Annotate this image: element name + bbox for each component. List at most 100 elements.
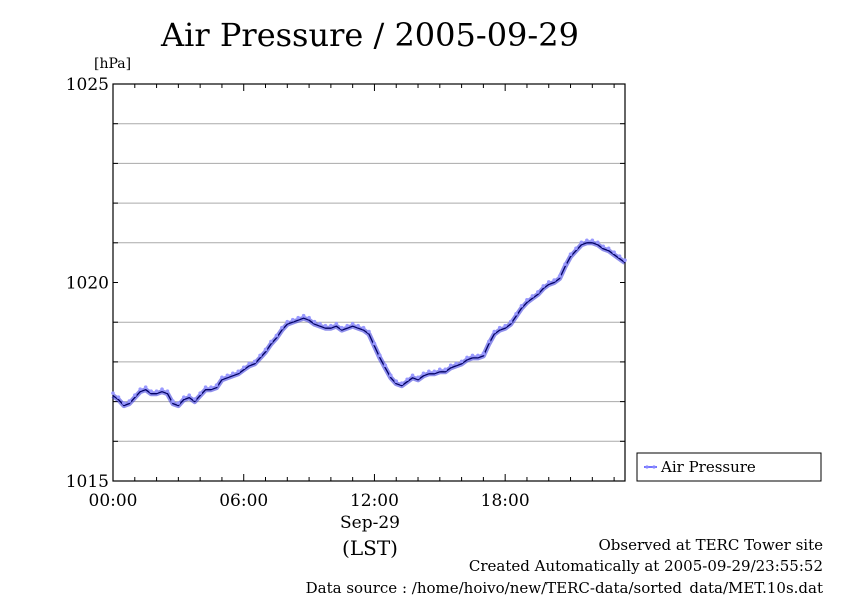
data-point [176,401,181,405]
data-point [541,284,546,288]
data-point [623,258,627,262]
footer-created: Created Automatically at 2005-09-29/23:5… [469,557,823,575]
data-point [285,319,290,324]
data-point [476,353,480,358]
data-point [410,373,415,378]
data-point [568,252,573,256]
data-point [574,246,578,251]
data-point [258,353,262,358]
data-point [356,323,360,328]
data-point [585,238,589,243]
data-point [432,369,437,374]
data-point [143,385,148,389]
data-point [470,353,475,358]
x-axis-timezone-label: (LST) [342,536,398,560]
legend-box [636,452,822,482]
x-axis-date-label: Sep-29 [340,513,400,533]
data-point [503,323,507,328]
data-point [383,363,388,368]
y-tick-label: 1025 [66,75,109,95]
x-tick-label: 12:00 [350,491,399,511]
legend-marker [652,465,656,469]
data-point [487,339,491,344]
data-point [443,367,448,372]
data-point [448,363,453,368]
data-point [334,321,339,326]
data-point [165,389,170,393]
data-point [557,274,562,278]
data-point [530,294,535,298]
data-point [247,361,251,366]
data-point [182,395,186,399]
data-point [372,341,377,346]
axis-ticks [112,83,625,482]
data-point [606,246,611,251]
x-tick-labels: 00:00 06:00 12:00 18:00 [89,491,530,511]
data-point [160,387,164,391]
data-point [116,395,121,399]
series-line [112,242,626,407]
data-point [154,389,159,393]
data-point [595,240,600,245]
data-point [465,355,469,360]
data-point [378,353,382,358]
data-point [497,325,502,330]
data-point [225,373,230,378]
data-point [280,325,284,330]
y-tick-label: 1015 [66,472,109,492]
series-band [111,240,627,409]
data-point [192,397,197,401]
data-point [399,381,404,386]
data-point [405,377,409,382]
data-point [601,244,606,249]
data-point [138,387,143,391]
gridlines [113,123,625,442]
data-point [481,351,486,356]
data-point [318,321,322,326]
data-point [122,401,126,405]
data-point [236,369,241,374]
x-tick-label: 06:00 [219,491,268,511]
y-axis-unit-label: [hPa] [94,56,131,72]
data-point [361,325,366,330]
data-point [492,329,497,334]
data-point [590,238,595,243]
data-point [339,325,344,330]
data-point [350,321,355,326]
data-point [345,323,350,328]
data-point [427,369,431,374]
data-point [579,240,584,245]
data-point [459,359,464,364]
data-point [552,278,556,282]
data-point [274,333,279,338]
data-point [367,329,371,334]
data-point [421,371,426,376]
legend-label: Air Pressure [660,458,756,476]
data-point [187,393,192,397]
data-point [290,317,295,322]
footer-observed: Observed at TERC Tower site [598,536,823,554]
data-point [563,262,567,266]
data-point [214,383,219,388]
data-point [301,313,306,318]
data-point [149,389,153,393]
data-point [438,367,442,372]
series-air-pressure [111,238,627,409]
data-point [220,375,224,380]
data-point [536,290,540,294]
data-point [263,347,268,352]
data-point [617,254,622,258]
data-point [198,391,202,395]
data-point [203,385,208,389]
data-point [171,399,175,403]
x-tick-label: 00:00 [89,491,138,511]
data-point [323,323,328,328]
data-point [307,315,311,320]
y-tick-labels: 1025 1020 1015 [66,75,109,492]
data-point [111,391,115,395]
data-point [454,361,458,366]
data-point [514,311,518,316]
data-point [519,304,524,308]
data-point [612,250,616,255]
chart-title: Air Pressure / 2005-09-29 [160,16,579,54]
